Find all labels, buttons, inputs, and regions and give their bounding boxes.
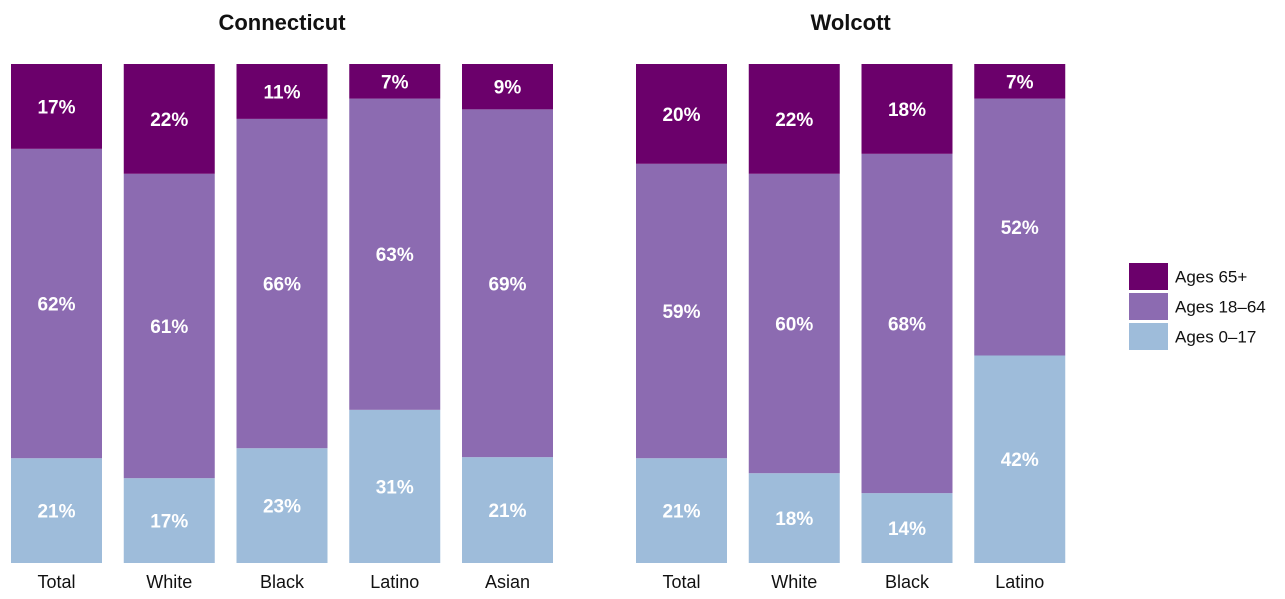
data-label-wolcott-white-ages-65: 22% <box>775 110 813 131</box>
data-label-connecticut-black-ages-65: 11% <box>264 82 301 103</box>
data-label-connecticut-white-ages-0-17: 17% <box>150 512 188 533</box>
category-label-wolcott-black: Black <box>885 572 930 592</box>
category-label-wolcott-latino: Latino <box>995 572 1044 592</box>
legend-swatch-ages-0-17 <box>1129 323 1168 350</box>
bar-segment-connecticut-black-ages-18-64 <box>236 118 328 449</box>
data-label-connecticut-total-ages-18-64: 62% <box>37 295 75 316</box>
data-label-wolcott-total-ages-18-64: 59% <box>662 302 700 323</box>
bar-segment-connecticut-latino-ages-18-64 <box>349 98 441 410</box>
category-label-connecticut-white: White <box>146 572 192 592</box>
bar-segment-wolcott-black-ages-0-17 <box>861 493 953 563</box>
data-label-wolcott-total-ages-0-17: 21% <box>662 502 700 523</box>
bar-segment-wolcott-total-ages-18-64 <box>636 163 727 459</box>
bar-segment-wolcott-total-ages-65 <box>636 64 727 164</box>
panel-title-connecticut: Connecticut <box>218 10 346 35</box>
bar-segment-wolcott-black-ages-65 <box>861 64 953 154</box>
bar-segment-connecticut-asian-ages-0-17 <box>462 457 553 563</box>
bar-segment-connecticut-asian-ages-18-64 <box>462 109 553 458</box>
data-label-wolcott-latino-ages-65: 7% <box>1006 72 1034 93</box>
bar-segment-connecticut-total-ages-18-64 <box>11 148 102 459</box>
panel-title-wolcott: Wolcott <box>811 10 892 35</box>
data-label-connecticut-white-ages-65: 22% <box>150 110 188 131</box>
category-label-connecticut-asian: Asian <box>485 572 530 592</box>
data-label-connecticut-black-ages-18-64: 66% <box>263 275 301 296</box>
bar-segment-connecticut-black-ages-0-17 <box>236 448 328 563</box>
data-label-connecticut-latino-ages-0-17: 31% <box>376 477 414 498</box>
data-label-connecticut-total-ages-0-17: 21% <box>37 502 75 523</box>
category-label-wolcott-white: White <box>771 572 817 592</box>
data-label-wolcott-black-ages-18-64: 68% <box>888 314 926 335</box>
bar-segment-connecticut-asian-ages-65 <box>462 64 553 110</box>
legend-label-ages-0-17: Ages 0–17 <box>1175 328 1256 347</box>
bar-segment-connecticut-white-ages-65 <box>123 64 215 174</box>
legend-swatch-ages-18-64 <box>1129 293 1168 320</box>
category-label-connecticut-black: Black <box>260 572 305 592</box>
bar-segment-wolcott-white-ages-18-64 <box>748 173 840 474</box>
category-label-connecticut-latino: Latino <box>370 572 419 592</box>
bar-segment-wolcott-black-ages-18-64 <box>861 153 953 494</box>
data-label-connecticut-white-ages-18-64: 61% <box>150 317 188 338</box>
data-label-wolcott-white-ages-18-64: 60% <box>775 314 813 335</box>
data-label-wolcott-latino-ages-0-17: 42% <box>1001 450 1039 471</box>
legend-label-ages-18-64: Ages 18–64 <box>1175 298 1266 317</box>
data-label-wolcott-total-ages-65: 20% <box>662 105 700 126</box>
bar-segment-wolcott-white-ages-0-17 <box>748 473 840 563</box>
legend-swatch-ages-65 <box>1129 263 1168 290</box>
data-label-connecticut-latino-ages-65: 7% <box>381 72 409 93</box>
bar-segment-wolcott-total-ages-0-17 <box>636 458 727 563</box>
category-label-connecticut-total: Total <box>37 572 75 592</box>
data-label-connecticut-asian-ages-65: 9% <box>494 78 522 99</box>
data-label-wolcott-latino-ages-18-64: 52% <box>1001 218 1039 239</box>
bar-segment-connecticut-total-ages-0-17 <box>11 458 102 563</box>
data-label-wolcott-white-ages-0-17: 18% <box>775 509 813 530</box>
data-label-connecticut-latino-ages-18-64: 63% <box>376 245 414 266</box>
data-label-connecticut-total-ages-65: 17% <box>37 97 75 118</box>
data-label-connecticut-black-ages-0-17: 23% <box>263 497 301 518</box>
data-label-connecticut-asian-ages-0-17: 21% <box>488 501 526 522</box>
bar-segment-connecticut-latino-ages-0-17 <box>349 409 441 563</box>
bar-segment-connecticut-total-ages-65 <box>11 64 102 149</box>
data-label-connecticut-asian-ages-18-64: 69% <box>488 274 526 295</box>
bar-segment-connecticut-white-ages-18-64 <box>123 173 215 479</box>
bar-segment-wolcott-latino-ages-0-17 <box>974 355 1066 563</box>
bar-segment-connecticut-white-ages-0-17 <box>123 478 215 563</box>
legend-label-ages-65: Ages 65+ <box>1175 268 1247 287</box>
category-label-wolcott-total: Total <box>662 572 700 592</box>
bar-segment-connecticut-black-ages-65 <box>236 64 328 119</box>
bar-segment-wolcott-latino-ages-65 <box>974 64 1066 99</box>
bar-segment-wolcott-white-ages-65 <box>748 64 840 174</box>
data-label-wolcott-black-ages-65: 18% <box>888 100 926 121</box>
bar-segment-wolcott-latino-ages-18-64 <box>974 98 1066 356</box>
bar-segment-connecticut-latino-ages-65 <box>349 64 441 99</box>
data-label-wolcott-black-ages-0-17: 14% <box>888 519 926 540</box>
